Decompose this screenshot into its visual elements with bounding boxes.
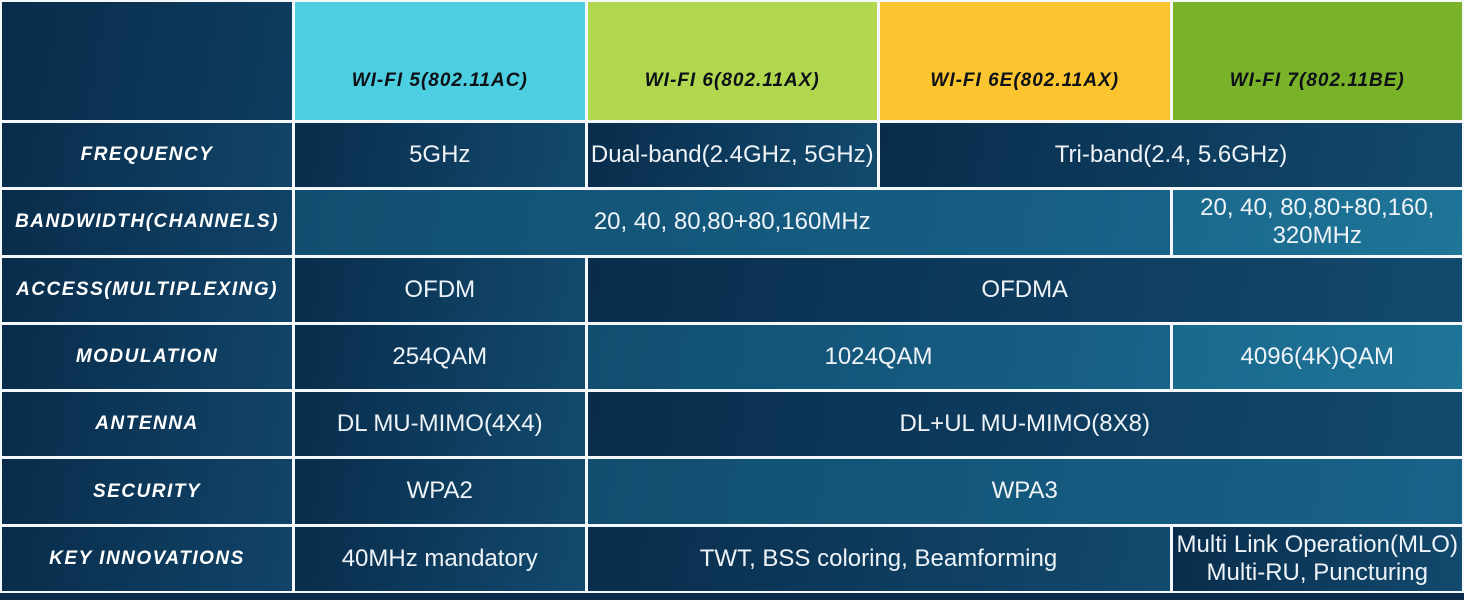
- row-label-modulation: MODULATION: [2, 324, 292, 390]
- cell-frequency-wifi6: Dual-band(2.4GHz, 5GHz): [587, 123, 877, 188]
- cell-access-wifi5: OFDM: [295, 257, 585, 322]
- cell-frequency-wifi5: 5GHz: [295, 123, 585, 188]
- cell-antenna-span-6-6e-7: DL+UL MU-MIMO(8X8): [587, 392, 1462, 457]
- cell-key-innovations-span-6-6e: TWT, BSS coloring, Beamforming: [587, 526, 1170, 591]
- column-header-wifi7: WI-FI 7(802.11BE): [1172, 2, 1462, 120]
- cell-key-innovations-wifi5: 40MHz mandatory: [295, 526, 585, 591]
- column-header-wifi5: WI-FI 5(802.11AC): [295, 2, 585, 120]
- cell-key-innovations-wifi7: Multi Link Operation(MLO) Multi-RU, Punc…: [1172, 526, 1462, 591]
- column-header-wifi6e: WI-FI 6E(802.11AX): [880, 2, 1170, 120]
- cell-antenna-wifi5: DL MU-MIMO(4X4): [295, 392, 585, 457]
- row-label-security: SECURITY: [2, 459, 292, 524]
- row-label-access: ACCESS(MULTIPLEXING): [2, 257, 292, 322]
- column-header-wifi6: WI-FI 6(802.11AX): [587, 2, 877, 120]
- cell-bandwidth-wifi7-line2: 320MHz: [1272, 222, 1362, 250]
- cell-security-span-6-6e-7: WPA3: [587, 459, 1462, 524]
- cell-access-span-6-6e-7: OFDMA: [587, 257, 1462, 322]
- cell-modulation-wifi5: 254QAM: [295, 324, 585, 390]
- row-label-antenna: ANTENNA: [2, 392, 292, 457]
- cell-modulation-wifi7: 4096(4K)QAM: [1172, 324, 1462, 390]
- cell-bandwidth-wifi7: 20, 40, 80,80+80,160, 320MHz: [1172, 190, 1462, 255]
- row-label-bandwidth: BANDWIDTH(CHANNELS): [2, 190, 292, 255]
- table-corner-blank: [2, 2, 292, 120]
- cell-key-innovations-wifi7-line2: Multi-RU, Puncturing: [1206, 558, 1428, 586]
- cell-modulation-span-6-6e: 1024QAM: [587, 324, 1170, 390]
- cell-bandwidth-span-5-6-6e: 20, 40, 80,80+80,160MHz: [295, 190, 1170, 255]
- cell-frequency-span-6e-7: Tri-band(2.4, 5.6GHz): [880, 123, 1462, 188]
- cell-key-innovations-wifi7-line1: Multi Link Operation(MLO): [1176, 530, 1458, 558]
- row-label-frequency: FREQUENCY: [2, 123, 292, 188]
- cell-security-wifi5: WPA2: [295, 459, 585, 524]
- row-label-key-innovations: KEY INNOVATIONS: [2, 526, 292, 591]
- cell-bandwidth-wifi7-line1: 20, 40, 80,80+80,160,: [1200, 194, 1435, 222]
